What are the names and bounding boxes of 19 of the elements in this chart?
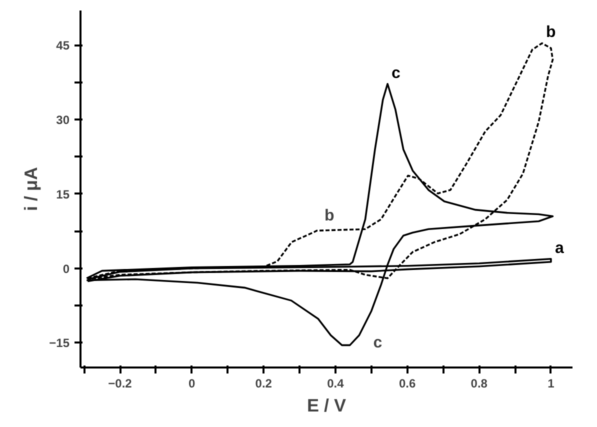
x-tick-label: 0.4	[327, 376, 344, 390]
y-tick-label: 15	[56, 187, 70, 202]
x-tick-label: 0	[188, 376, 196, 390]
y-tick-label: −15	[49, 336, 70, 350]
y-tick-label: 0	[62, 262, 70, 276]
x-axis-title: E / V	[306, 396, 346, 416]
annotation: c	[373, 334, 382, 352]
x-tick-label: −0.2	[108, 376, 132, 390]
y-axis-title: i / μA	[21, 166, 42, 212]
y-tick-label: 45	[56, 38, 70, 53]
series-label: c	[392, 64, 401, 82]
annotation: b	[324, 208, 335, 225]
series-label: b	[546, 24, 556, 42]
x-tick-label: 0.6	[398, 376, 416, 390]
series-label: a	[554, 240, 564, 257]
x-tick-label: 0.8	[470, 376, 488, 390]
x-tick-label: 1	[548, 376, 555, 390]
x-tick-label: 0.2	[255, 376, 272, 390]
y-tick-label: 30	[56, 113, 70, 128]
